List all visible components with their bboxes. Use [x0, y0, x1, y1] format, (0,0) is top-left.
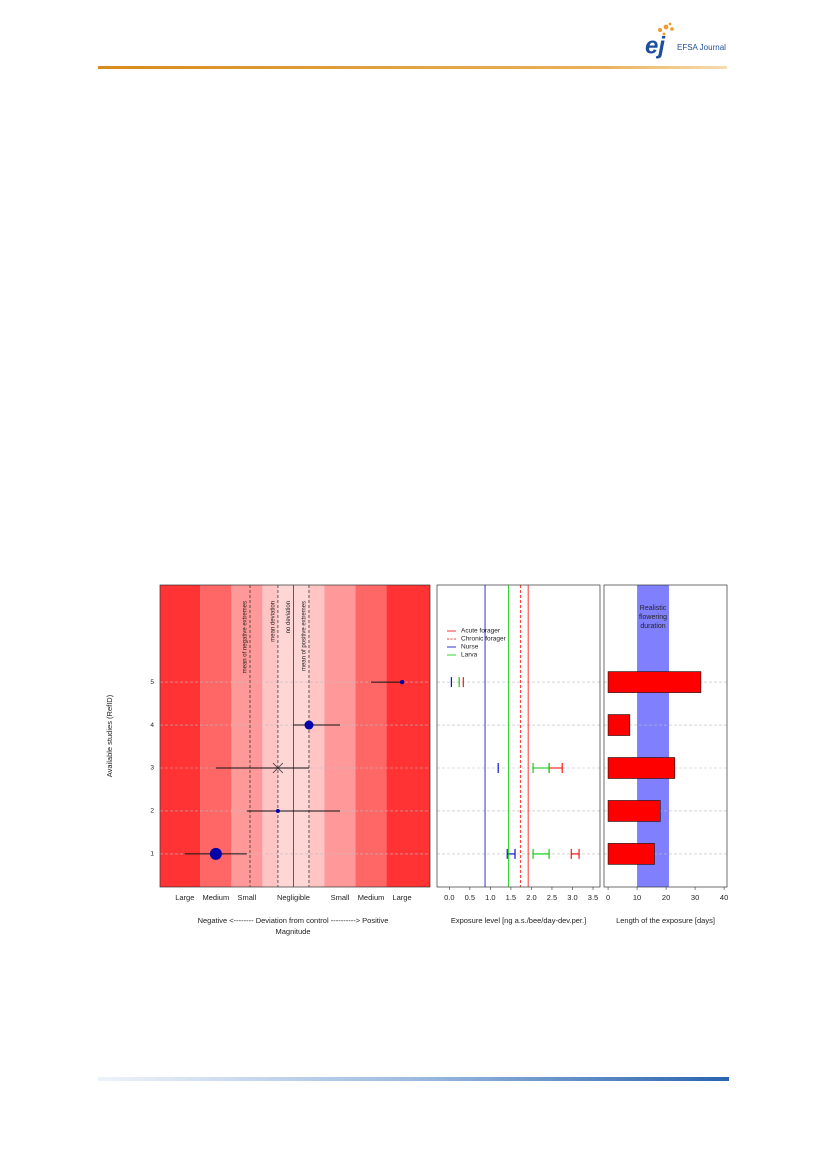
- legend-label: Acute forager: [461, 628, 501, 635]
- x-tick-label: Small: [331, 893, 350, 902]
- band-label: Realistic: [640, 605, 667, 612]
- deviation-band: [386, 585, 430, 887]
- point: [399, 679, 405, 685]
- legend-label: Larva: [461, 652, 478, 659]
- bar: [607, 800, 661, 822]
- y-tick-label: 4: [150, 722, 154, 729]
- plot-frame: [159, 584, 431, 888]
- x-tick-label: 40: [720, 893, 728, 902]
- x-tick-label: 2.0: [526, 893, 536, 902]
- legend-label: Nurse: [461, 644, 479, 651]
- x-tick-label: 0.0: [444, 893, 454, 902]
- plot-frame: [436, 584, 601, 888]
- point: [209, 847, 222, 860]
- deviation-band: [308, 585, 325, 887]
- point: [272, 762, 284, 774]
- logo-mark: ej: [645, 32, 666, 59]
- x-tick-label: Medium: [358, 893, 385, 902]
- journal-name: EFSA Journal: [677, 43, 726, 52]
- exposure-range: [532, 848, 550, 859]
- bar: [607, 757, 676, 779]
- x-axis-label: Magnitude: [275, 927, 310, 936]
- point: [304, 720, 314, 730]
- x-axis-label: Exposure level [ng a.s./bee/day-dev.per.…: [451, 916, 586, 925]
- y-tick-label: 5: [150, 679, 154, 686]
- x-tick-label: Negligible: [277, 893, 310, 902]
- exposure-range: [548, 763, 563, 774]
- x-axis-label: Length of the exposure [days]: [616, 916, 715, 925]
- deviation-band: [324, 585, 356, 887]
- reference-label: mean of negative extremes: [243, 601, 249, 673]
- point: [275, 808, 280, 813]
- legend-label: Chronic forager: [461, 636, 507, 643]
- x-tick-label: 2.5: [547, 893, 557, 902]
- y-tick-label: 2: [150, 808, 154, 815]
- x-tick-label: 1.5: [506, 893, 516, 902]
- exposure-range: [532, 763, 550, 774]
- plot-frame: [603, 584, 728, 888]
- x-axis-label: Negative <-------- Deviation from contro…: [198, 916, 389, 925]
- x-tick-label: Large: [175, 893, 194, 902]
- y-axis-label: Available studies (RefID): [105, 694, 114, 777]
- band-label: duration: [640, 623, 665, 630]
- footer-rule: [98, 1077, 729, 1081]
- x-tick-label: 20: [662, 893, 670, 902]
- x-tick-label: 1.0: [485, 893, 495, 902]
- deviation-band: [231, 585, 263, 887]
- deviation-band: [262, 585, 278, 887]
- band-label: flowering: [639, 614, 667, 621]
- x-tick-label: Small: [238, 893, 257, 902]
- deviation-band: [200, 585, 232, 887]
- bar: [607, 714, 631, 736]
- exposure-range: [570, 848, 580, 859]
- deviation-band: [355, 585, 387, 887]
- header-rule: [98, 66, 727, 69]
- y-tick-label: 1: [150, 851, 154, 858]
- logo: ej EFSA Journal: [645, 22, 726, 59]
- x-tick-label: 3.5: [588, 893, 598, 902]
- x-tick-label: Medium: [203, 893, 230, 902]
- x-tick-label: 0: [606, 893, 610, 902]
- x-tick-label: 0.5: [465, 893, 475, 902]
- x-tick-label: 30: [691, 893, 699, 902]
- flowering-band: [637, 585, 669, 887]
- deviation-band: [160, 585, 201, 887]
- reference-label: mean of positive extremes: [302, 601, 308, 671]
- x-tick-label: 3.0: [567, 893, 577, 902]
- x-tick-label: 10: [633, 893, 641, 902]
- bar: [607, 671, 702, 693]
- reference-label: mean deviation: [271, 601, 277, 642]
- x-tick-label: Large: [392, 893, 411, 902]
- reference-label: no deviation: [286, 601, 292, 633]
- bar: [607, 843, 655, 865]
- y-tick-label: 3: [150, 765, 154, 772]
